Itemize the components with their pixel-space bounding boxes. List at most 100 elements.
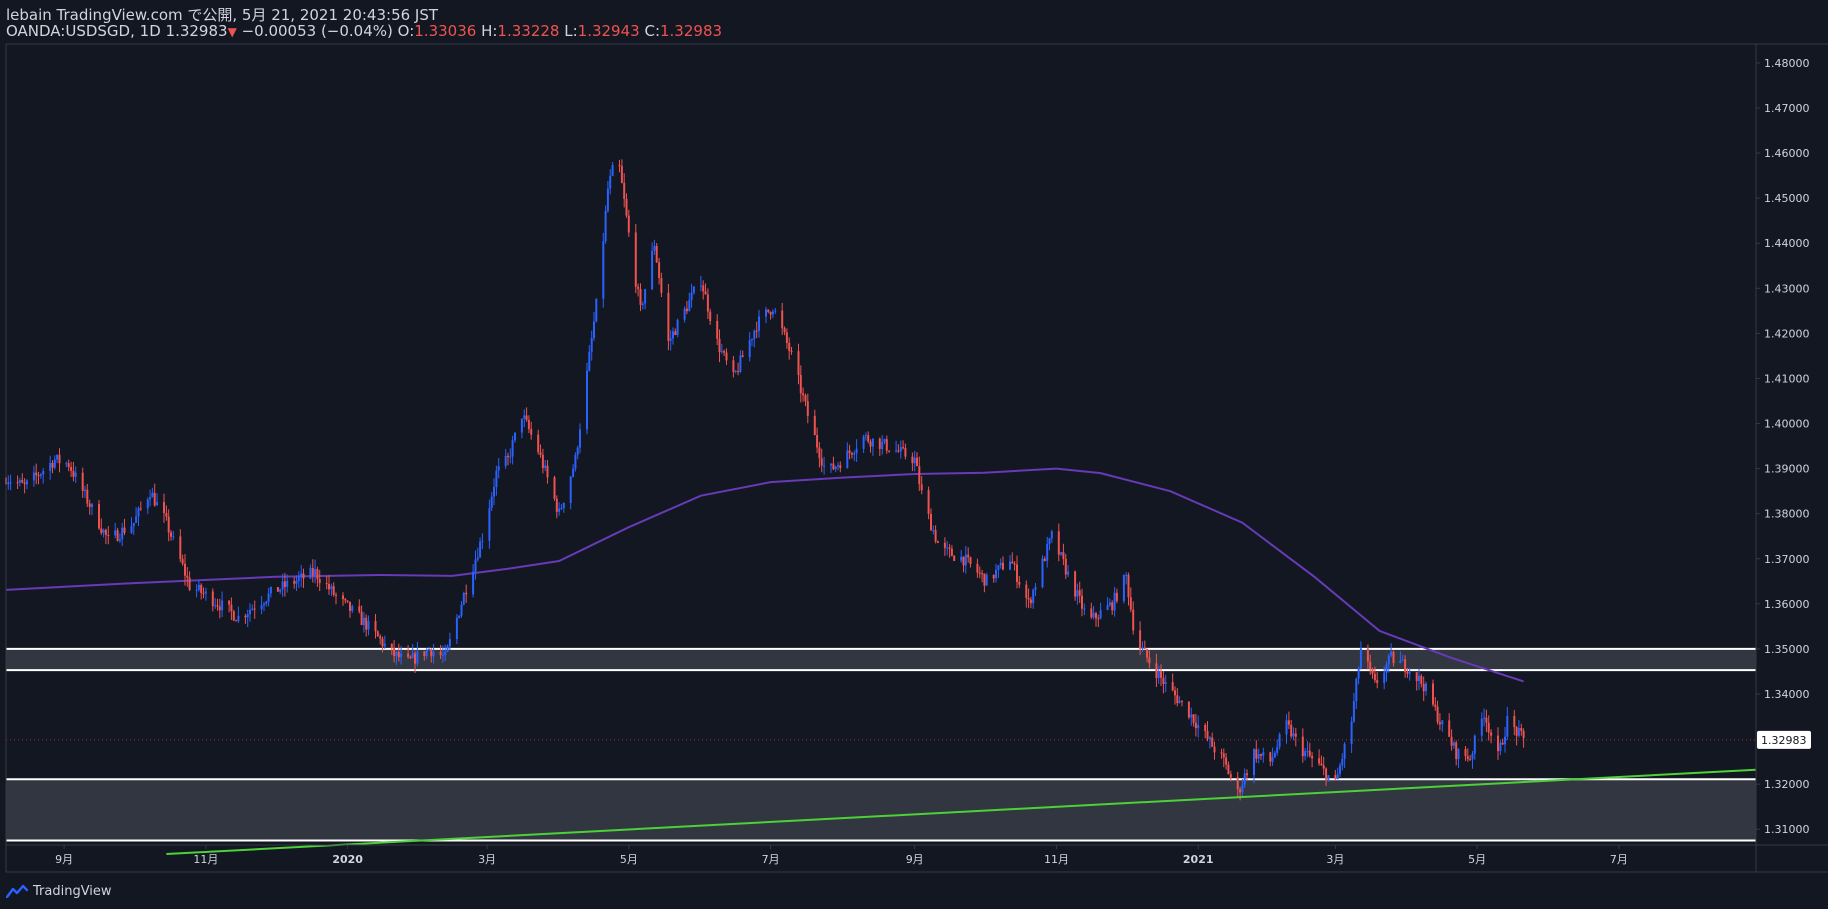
- candle-body: [1339, 765, 1341, 774]
- candle-body: [1220, 752, 1223, 754]
- candle: [72, 461, 75, 482]
- candle-body: [430, 649, 433, 657]
- candle: [867, 431, 870, 444]
- y-tick-label: 1.38000: [1764, 508, 1810, 521]
- candle: [318, 569, 321, 591]
- candle: [948, 543, 951, 558]
- candle: [783, 326, 786, 336]
- candle: [976, 558, 979, 578]
- candle: [1146, 648, 1149, 663]
- candle-body: [943, 542, 946, 548]
- x-tick-label: 7月: [762, 853, 780, 866]
- candle: [263, 601, 265, 612]
- candle-body: [653, 245, 656, 251]
- candle: [293, 576, 296, 589]
- y-tick-label: 1.45000: [1764, 192, 1810, 205]
- candle-body: [102, 529, 105, 533]
- candle: [895, 440, 898, 453]
- y-tick-label: 1.48000: [1764, 57, 1810, 70]
- tradingview-logo-icon[interactable]: [6, 884, 28, 898]
- candle: [862, 434, 865, 453]
- support-trendline[interactable]: [166, 768, 1757, 856]
- candle: [493, 478, 495, 506]
- candle: [1106, 597, 1109, 611]
- candle-body: [702, 285, 705, 292]
- candle: [932, 525, 935, 535]
- candle-body: [332, 586, 335, 595]
- candle: [416, 641, 419, 667]
- candle: [1176, 688, 1179, 707]
- candle: [685, 301, 688, 315]
- candle: [400, 645, 403, 665]
- candle: [590, 330, 593, 361]
- tradingview-brand[interactable]: TradingView: [33, 883, 112, 899]
- candle-body: [216, 605, 219, 607]
- candle-body: [1095, 613, 1097, 619]
- candle: [1060, 551, 1063, 556]
- candle-body: [1452, 742, 1455, 746]
- footer: TradingView: [6, 880, 112, 902]
- candle: [1278, 732, 1281, 750]
- candle-body: [1139, 630, 1142, 649]
- candle: [878, 437, 881, 457]
- candle: [688, 292, 691, 312]
- candle: [423, 651, 426, 661]
- candle: [74, 466, 77, 483]
- candle: [758, 309, 760, 338]
- candle-body: [1129, 597, 1132, 610]
- trendline-group[interactable]: [166, 768, 1757, 856]
- candle-body: [969, 557, 972, 564]
- candle: [1081, 588, 1083, 617]
- candle-body: [737, 370, 740, 372]
- candle: [1208, 736, 1211, 749]
- candle-body: [1243, 773, 1246, 785]
- candle-body: [186, 575, 189, 578]
- candle: [553, 475, 556, 501]
- candle: [855, 439, 858, 462]
- candle: [279, 588, 282, 595]
- candle-body: [774, 310, 777, 312]
- candle-body: [1383, 672, 1386, 683]
- candle: [653, 239, 656, 255]
- candle-body: [249, 610, 251, 615]
- candle: [706, 288, 709, 319]
- candle-body: [70, 467, 73, 471]
- candle: [297, 571, 300, 589]
- candle: [1287, 711, 1290, 729]
- candle: [864, 432, 867, 441]
- candle-body: [328, 584, 330, 590]
- candle: [1273, 750, 1276, 759]
- candle-body: [574, 455, 577, 469]
- candle: [235, 619, 238, 622]
- candle-body: [1181, 700, 1183, 702]
- candle: [1095, 611, 1097, 627]
- candle: [1236, 772, 1239, 798]
- candle: [644, 288, 647, 310]
- candle: [751, 338, 753, 347]
- candle-body: [37, 475, 40, 477]
- candle: [774, 308, 777, 314]
- last-price: 1.32983: [165, 22, 228, 40]
- y-tick-label: 1.42000: [1764, 327, 1810, 340]
- candle-body: [1390, 651, 1393, 656]
- price-axis[interactable]: 1.48000 1.47000 1.46000 1.45000 1.44000 1.430…: [1756, 57, 1810, 836]
- candle: [1418, 668, 1420, 691]
- candle: [1115, 588, 1118, 604]
- candle: [455, 614, 458, 644]
- candle: [260, 596, 263, 615]
- candle-body: [723, 351, 726, 353]
- candle: [1050, 529, 1053, 543]
- time-axis[interactable]: 9月 11月 2020 3月 5月 7月 9月 11月 2021 3月 5月 7月: [55, 845, 1628, 866]
- candle-body: [263, 603, 265, 606]
- candle: [797, 343, 800, 385]
- candle: [439, 645, 442, 660]
- candle: [86, 483, 89, 507]
- candle: [1143, 640, 1146, 650]
- candle: [188, 571, 191, 592]
- candle: [651, 242, 654, 291]
- candle-body: [1011, 561, 1014, 564]
- candle: [1432, 679, 1434, 707]
- candle: [116, 527, 119, 542]
- candle: [871, 438, 874, 456]
